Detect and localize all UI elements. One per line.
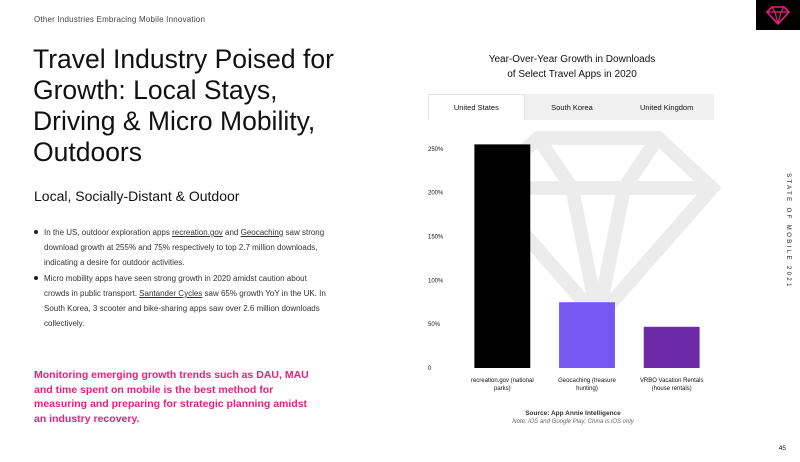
chart-source: Source: App Annie Intelligence (525, 410, 621, 417)
bullet-item: Micro mobility apps have seen strong gro… (34, 271, 334, 332)
x-tick-label: parks) (494, 386, 511, 392)
bars (474, 144, 700, 368)
santander-cycles-link[interactable]: Santander Cycles (139, 288, 203, 298)
bullet-dot-icon (34, 275, 38, 280)
x-tick-label: recreation.gov (national (471, 378, 534, 384)
x-tick-label: (house rentals) (652, 386, 692, 392)
bar (643, 326, 700, 368)
page-number: 45 (778, 445, 786, 452)
page-title: Travel Industry Poised for Growth: Local… (33, 44, 334, 167)
section-subtitle: Local, Socially-Distant & Outdoor (34, 188, 240, 204)
y-tick-label: 200% (428, 191, 444, 197)
app-annie-logo (756, 0, 800, 30)
bar (474, 144, 531, 368)
y-tick-label: 250% (428, 147, 444, 153)
callout-text: Monitoring emerging growth trends such a… (34, 369, 309, 425)
chart-title-line-1: Year-Over-Year Growth in Downloads (488, 54, 656, 65)
tab-united-kingdom[interactable]: United Kingdom (639, 102, 694, 112)
x-tick-label: hunting) (576, 386, 598, 392)
y-axis: 0 50% 100% 150% 200% 250% (428, 147, 444, 372)
x-tick-label: VRBO Vacation Rentals (640, 378, 704, 384)
recreation-gov-link[interactable]: recreation.gov (172, 228, 223, 237)
chart-note: Note: iOS and Google Play; China is iOS … (512, 419, 634, 425)
tab-united-states[interactable]: United States (428, 94, 525, 120)
y-tick-label: 50% (428, 322, 441, 328)
tab-south-korea[interactable]: South Korea (551, 102, 593, 112)
y-tick-label: 100% (428, 278, 444, 284)
country-tabs: United States South Korea United Kingdom (428, 94, 714, 120)
bullet-item: In the US, outdoor exploration apps recr… (34, 225, 334, 271)
x-tick-label: Geocaching (treasure (558, 378, 616, 384)
chart-title-line-2: of Select Travel Apps in 2020 (507, 69, 637, 80)
y-tick-label: 150% (428, 234, 444, 240)
bullet-dot-icon (34, 230, 38, 234)
bar (559, 302, 615, 368)
y-tick-label: 0 (428, 366, 432, 372)
section-kicker: Other Industries Embracing Mobile Innova… (34, 15, 206, 24)
bullet-list: In the US, outdoor exploration apps recr… (34, 225, 334, 331)
geocaching-link[interactable]: Geocaching (240, 228, 284, 237)
diamond-logo-icon (766, 6, 790, 25)
chart-title: Year-Over-Year Growth in Downloads of Se… (430, 52, 714, 82)
x-axis-labels: recreation.gov (national parks) Geocaching… (471, 378, 703, 392)
